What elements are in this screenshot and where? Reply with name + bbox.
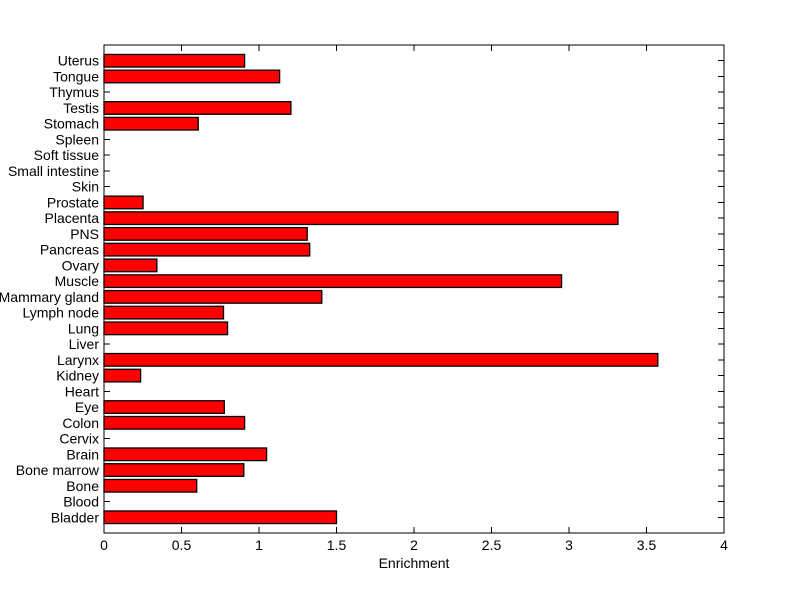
svg-text:Bone: Bone [66, 478, 99, 494]
svg-text:Blood: Blood [63, 494, 99, 510]
svg-text:Liver: Liver [69, 336, 100, 352]
svg-text:4: 4 [720, 537, 728, 553]
svg-text:Prostate: Prostate [47, 194, 99, 210]
svg-text:Muscle: Muscle [55, 273, 100, 289]
svg-text:Testis: Testis [63, 100, 99, 116]
svg-text:Thymus: Thymus [49, 84, 99, 100]
svg-text:2.5: 2.5 [482, 537, 502, 553]
svg-text:Lymph node: Lymph node [22, 305, 99, 321]
svg-text:Enrichment: Enrichment [379, 555, 450, 571]
svg-text:3.5: 3.5 [637, 537, 657, 553]
svg-text:Larynx: Larynx [57, 352, 99, 368]
svg-text:Kidney: Kidney [56, 368, 99, 384]
svg-text:2: 2 [410, 537, 418, 553]
svg-text:Lung: Lung [68, 320, 99, 336]
svg-text:0.5: 0.5 [172, 537, 192, 553]
svg-text:1.5: 1.5 [327, 537, 347, 553]
svg-text:Uterus: Uterus [58, 53, 99, 69]
svg-text:PNS: PNS [70, 226, 99, 242]
svg-text:Bladder: Bladder [51, 509, 100, 525]
svg-text:Skin: Skin [72, 179, 99, 195]
svg-text:Stomach: Stomach [44, 116, 99, 132]
svg-text:Cervix: Cervix [59, 431, 99, 447]
svg-text:Brain: Brain [66, 446, 99, 462]
svg-text:Bone marrow: Bone marrow [16, 462, 100, 478]
svg-text:0: 0 [100, 537, 108, 553]
svg-text:Placenta: Placenta [45, 210, 100, 226]
svg-text:Mammary gland: Mammary gland [0, 289, 99, 305]
svg-text:Ovary: Ovary [62, 257, 99, 273]
svg-text:Small intestine: Small intestine [8, 163, 99, 179]
svg-text:Spleen: Spleen [55, 131, 99, 147]
svg-text:Tongue: Tongue [53, 68, 99, 84]
svg-text:Colon: Colon [62, 415, 99, 431]
svg-text:Heart: Heart [65, 383, 99, 399]
svg-text:3: 3 [565, 537, 573, 553]
svg-text:Soft tissue: Soft tissue [34, 147, 100, 163]
svg-text:1: 1 [255, 537, 263, 553]
svg-text:Pancreas: Pancreas [40, 242, 99, 258]
svg-text:Eye: Eye [75, 399, 99, 415]
